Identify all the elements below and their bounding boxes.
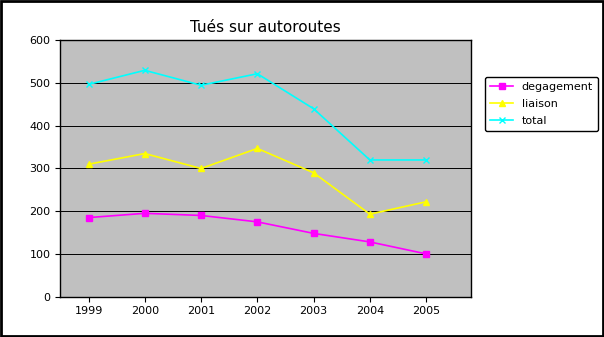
total	[141, 68, 149, 72]
total	[310, 107, 317, 111]
degagement	[422, 252, 429, 256]
liaison	[310, 171, 317, 175]
degagement	[366, 240, 373, 244]
liaison	[254, 146, 261, 150]
Line: total: total	[85, 67, 429, 163]
liaison	[85, 162, 92, 166]
total	[254, 72, 261, 76]
Line: degagement: degagement	[85, 210, 429, 257]
total	[85, 82, 92, 86]
liaison	[198, 166, 205, 171]
Legend: degagement, liaison, total: degagement, liaison, total	[485, 77, 599, 131]
degagement	[198, 213, 205, 217]
total	[198, 83, 205, 87]
degagement	[254, 220, 261, 224]
degagement	[141, 211, 149, 215]
liaison	[422, 200, 429, 204]
degagement	[85, 216, 92, 220]
degagement	[310, 232, 317, 236]
liaison	[366, 212, 373, 216]
liaison	[141, 152, 149, 156]
Title: Tués sur autoroutes: Tués sur autoroutes	[190, 20, 341, 35]
total	[422, 158, 429, 162]
Line: liaison: liaison	[85, 145, 429, 218]
total	[366, 158, 373, 162]
